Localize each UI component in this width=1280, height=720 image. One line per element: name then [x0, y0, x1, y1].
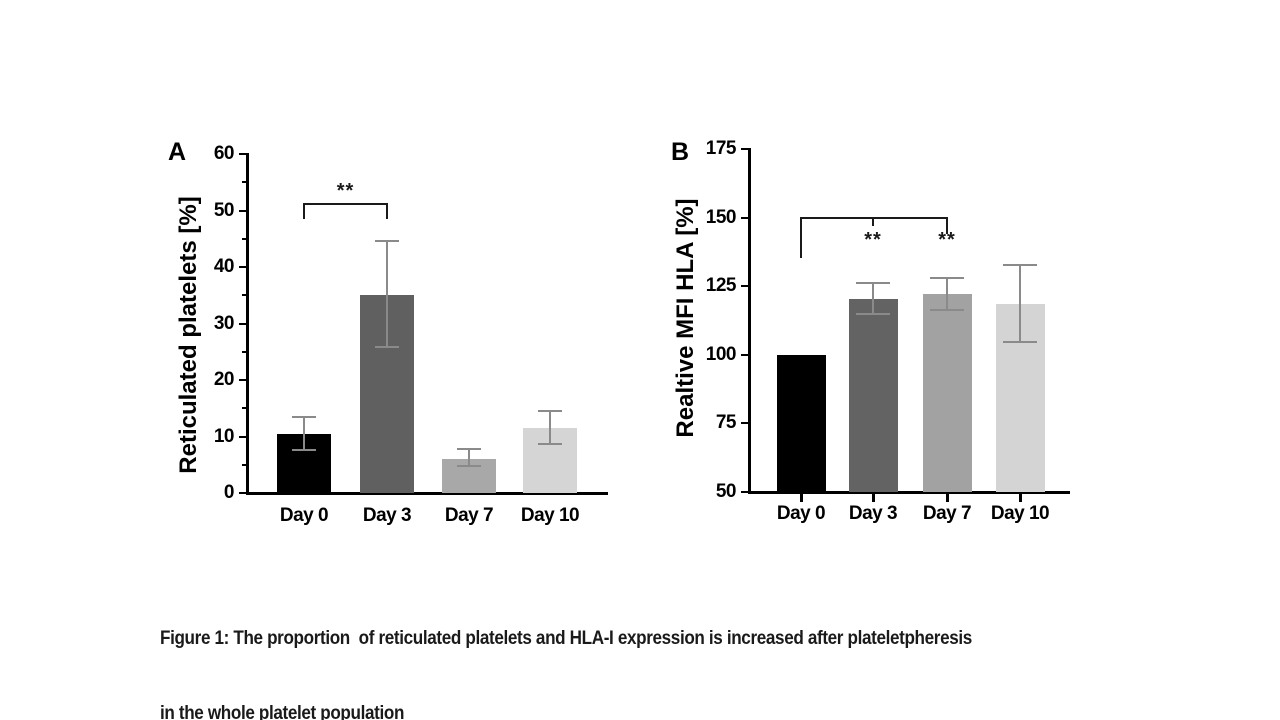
error-bar-line: [946, 277, 948, 310]
error-bar-cap-bottom: [930, 308, 964, 311]
error-bar-cap-top: [375, 240, 399, 242]
significance-stars: **: [336, 180, 355, 203]
error-bar-cap-top: [292, 416, 316, 419]
significance-stars: **: [864, 228, 882, 251]
panel-a-letter: A: [168, 138, 187, 166]
y-tick-label: 50: [715, 481, 737, 502]
y-tick-label: 20: [213, 369, 235, 390]
significance-bracket-left: [800, 216, 802, 259]
significance-bracket-top: [303, 203, 388, 206]
error-bar-cap-bottom: [457, 465, 481, 468]
x-category-label: Day 10: [990, 503, 1050, 524]
y-tick-label: 10: [213, 425, 235, 447]
y-major-tick: [239, 435, 247, 438]
x-category-label: Day 7: [444, 505, 494, 526]
x-category-label: Day 7: [922, 503, 972, 524]
error-bar-cap-top: [1003, 264, 1037, 267]
error-bar-line: [549, 410, 551, 445]
y-major-tick: [239, 492, 247, 494]
y-tick-label: 150: [705, 206, 737, 228]
error-bar-cap-bottom: [538, 443, 562, 446]
significance-bracket-left: [303, 203, 305, 219]
error-bar-line: [303, 417, 305, 451]
y-minor-tick: [242, 181, 247, 184]
x-tick: [946, 494, 949, 502]
x-axis-line: [748, 491, 1070, 494]
y-minor-tick: [242, 294, 247, 297]
x-axis-line: [246, 492, 608, 495]
x-tick: [872, 494, 875, 502]
error-bar-cap-bottom: [1003, 341, 1037, 344]
y-tick-label: 125: [705, 275, 737, 297]
panel-a-bar-chart: 0 10 20 30 40 50 60 Day 0 Day 3 Day 7 Day 10 **: [214, 143, 608, 526]
y-tick-label: 100: [705, 343, 737, 365]
panel-b-y-axis-title: Realtive MFI HLA [%]: [672, 198, 699, 438]
significance-bracket-right: [946, 216, 948, 234]
y-major-tick: [741, 353, 749, 356]
y-tick-label: 50: [213, 199, 235, 221]
y-major-tick: [239, 209, 247, 212]
error-bar-cap-top: [538, 409, 562, 412]
y-minor-tick: [242, 350, 247, 353]
panel-b-bar-chart: 50 75 100 125 150 175 Day 0 Day 3 Day 7 Day 10 ** *…: [706, 138, 1070, 524]
y-tick-label: 40: [213, 256, 235, 277]
y-major-tick: [239, 379, 247, 381]
y-minor-tick: [242, 237, 247, 240]
error-bar-line: [468, 449, 470, 467]
y-tick-label: 0: [223, 482, 235, 503]
panel-b-letter: B: [671, 138, 690, 166]
y-major-tick: [741, 216, 749, 219]
y-axis-line: [246, 153, 249, 495]
caption-line-2: in the whole platelet population: [160, 703, 405, 720]
error-bar-line: [386, 241, 388, 348]
x-category-label: Day 10: [520, 505, 580, 526]
bar-day-3: [848, 299, 898, 492]
y-major-tick: [741, 285, 749, 288]
y-major-tick: [741, 148, 749, 150]
significance-bracket-right: [386, 203, 388, 219]
y-minor-tick: [242, 407, 247, 410]
figure-caption: Figure 1: The proportion of reticulated …: [160, 576, 1114, 720]
bar-day-0: [776, 354, 826, 492]
error-bar-cap-top: [457, 448, 481, 451]
significance-stars: **: [938, 228, 956, 251]
x-category-label: Day 0: [279, 505, 329, 526]
error-bar-cap-top: [856, 282, 890, 285]
error-bar-cap-top: [930, 276, 964, 279]
y-tick-label: 60: [213, 143, 235, 164]
x-category-label: Day 0: [776, 503, 826, 524]
y-axis-line: [748, 148, 751, 494]
y-tick-label: 75: [715, 412, 737, 434]
x-tick: [1019, 494, 1022, 502]
caption-line-1: Figure 1: The proportion of reticulated …: [160, 628, 972, 649]
y-major-tick: [239, 153, 247, 155]
error-bar-cap-bottom: [292, 449, 316, 452]
y-tick-label: 175: [705, 138, 737, 159]
y-major-tick: [741, 422, 749, 425]
y-major-tick: [741, 491, 749, 493]
significance-bracket-top: [800, 216, 948, 219]
error-bar-cap-bottom: [375, 346, 399, 349]
y-major-tick: [239, 322, 247, 325]
error-bar-cap-bottom: [856, 313, 890, 316]
bar-day-7: [922, 293, 972, 492]
y-tick-label: 30: [213, 312, 235, 334]
error-bar-line: [872, 283, 874, 315]
x-category-label: Day 3: [362, 505, 412, 526]
significance-bracket-mid-tick: [872, 216, 874, 227]
y-minor-tick: [242, 463, 247, 466]
error-bar-line: [1019, 265, 1021, 343]
x-tick: [800, 494, 803, 502]
y-major-tick: [239, 266, 247, 268]
x-category-label: Day 3: [848, 503, 898, 524]
